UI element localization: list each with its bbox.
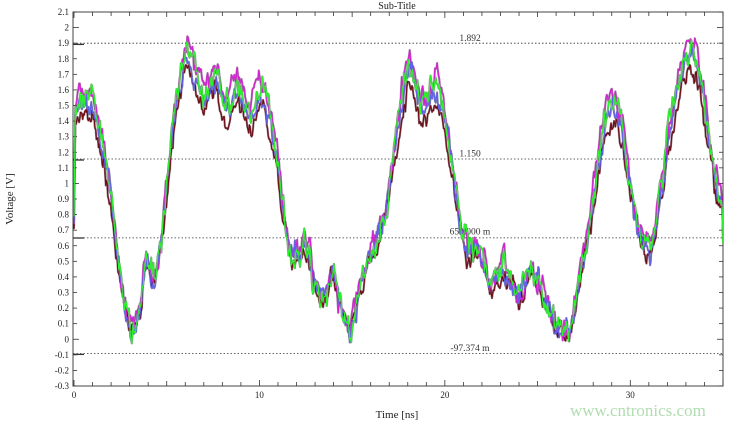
svg-text:1.7: 1.7 bbox=[58, 69, 70, 79]
svg-text:1.892: 1.892 bbox=[459, 34, 481, 44]
svg-text:1.8: 1.8 bbox=[58, 54, 70, 64]
svg-text:1.1: 1.1 bbox=[58, 163, 69, 173]
svg-text:0.9: 0.9 bbox=[58, 194, 70, 204]
svg-text:0.6: 0.6 bbox=[58, 241, 70, 251]
svg-text:1.6: 1.6 bbox=[58, 85, 70, 95]
svg-text:Sub-Title: Sub-Title bbox=[378, 1, 416, 12]
svg-text:0.7: 0.7 bbox=[58, 225, 70, 235]
svg-text:0.8: 0.8 bbox=[58, 210, 70, 220]
svg-text:10: 10 bbox=[255, 390, 265, 400]
svg-text:20: 20 bbox=[440, 390, 450, 400]
svg-text:2.1: 2.1 bbox=[58, 7, 69, 17]
svg-text:Voltage [V]: Voltage [V] bbox=[4, 173, 16, 224]
svg-text:-0.2: -0.2 bbox=[55, 365, 69, 375]
svg-text:0.2: 0.2 bbox=[58, 303, 69, 313]
svg-text:1: 1 bbox=[65, 178, 70, 188]
svg-text:30: 30 bbox=[626, 390, 636, 400]
svg-text:0: 0 bbox=[65, 334, 70, 344]
svg-text:2: 2 bbox=[65, 23, 70, 33]
svg-text:-97.374 m: -97.374 m bbox=[450, 344, 490, 354]
svg-text:1.5: 1.5 bbox=[58, 101, 70, 111]
svg-text:-0.3: -0.3 bbox=[55, 381, 70, 391]
svg-text:1.150: 1.150 bbox=[459, 150, 481, 160]
svg-text:1.2: 1.2 bbox=[58, 147, 69, 157]
svg-text:0: 0 bbox=[72, 390, 77, 400]
svg-text:-0.1: -0.1 bbox=[55, 350, 69, 360]
svg-text:1.9: 1.9 bbox=[58, 38, 70, 48]
svg-text:1.3: 1.3 bbox=[58, 132, 70, 142]
svg-text:650.000 m: 650.000 m bbox=[450, 228, 491, 238]
svg-text:0.5: 0.5 bbox=[58, 256, 70, 266]
svg-text:www.cntronics.com: www.cntronics.com bbox=[570, 401, 706, 420]
svg-text:Time [ns]: Time [ns] bbox=[376, 409, 419, 421]
svg-text:1.4: 1.4 bbox=[58, 116, 70, 126]
svg-text:0.4: 0.4 bbox=[58, 272, 70, 282]
svg-text:0.1: 0.1 bbox=[58, 319, 69, 329]
svg-text:0.3: 0.3 bbox=[58, 288, 70, 298]
